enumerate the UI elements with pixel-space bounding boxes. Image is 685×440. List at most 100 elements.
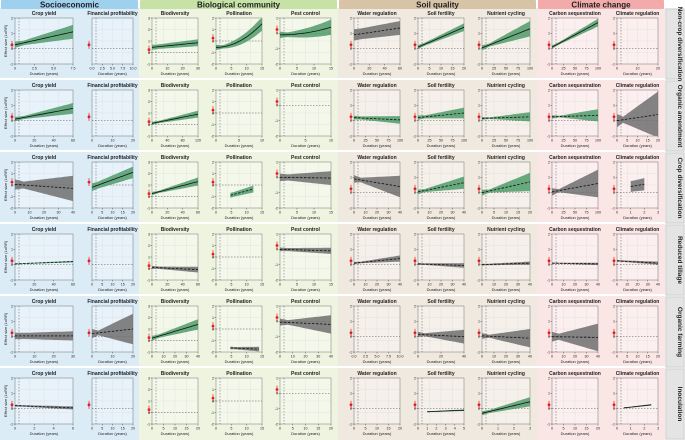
y-tick-label: 1 bbox=[478, 32, 480, 36]
panel-title: Pest control bbox=[291, 299, 321, 305]
y-tick-label: 2 bbox=[548, 160, 550, 164]
x-tick-label: 0 bbox=[151, 139, 153, 143]
x-tick-label: 40 bbox=[462, 355, 466, 359]
trend-line bbox=[481, 335, 531, 339]
y-tick-label: 2 bbox=[350, 16, 352, 20]
y-tick-label: 2 bbox=[478, 160, 480, 164]
x-tick-label: 10 bbox=[636, 355, 640, 359]
y-tick-label: 0 bbox=[350, 263, 352, 267]
trend-line bbox=[151, 181, 199, 194]
x-tick-label: 0 bbox=[417, 67, 419, 71]
x-axis-label: Duration (years) bbox=[427, 143, 456, 148]
row-label: Organic farming bbox=[676, 307, 683, 357]
y-tick-label: 1 bbox=[276, 376, 278, 380]
y-tick-label: 0 bbox=[613, 335, 615, 339]
x-tick-label: 75 bbox=[585, 67, 589, 71]
x-axis-label: Duration (years) bbox=[291, 71, 320, 76]
y-tick-label: 0 bbox=[148, 411, 150, 415]
point-estimate bbox=[349, 331, 353, 335]
y-tick-label: -1 bbox=[477, 206, 480, 210]
x-tick-label: 5 bbox=[626, 139, 628, 143]
panel-title: Financial profitability bbox=[87, 227, 138, 233]
x-axis-label: Duration (years) bbox=[492, 143, 521, 148]
y-tick-label: 0 bbox=[478, 47, 480, 51]
point-estimate bbox=[275, 172, 279, 175]
panel-title: Soil fertility bbox=[427, 371, 454, 377]
point-estimate bbox=[349, 115, 353, 119]
y-tick-label: 2 bbox=[148, 388, 150, 392]
x-tick-label: 15 bbox=[121, 283, 125, 287]
x-tick-label: 20 bbox=[181, 67, 185, 71]
confidence-band bbox=[280, 19, 331, 39]
point-estimate bbox=[612, 403, 616, 407]
panel-title: Crop yield bbox=[32, 227, 56, 233]
confidence-band bbox=[552, 169, 598, 198]
x-axis-label: Duration (years) bbox=[225, 431, 254, 436]
x-tick-label: 0 bbox=[353, 211, 355, 215]
x-tick-label: 10 bbox=[636, 67, 640, 71]
x-tick-label: 0 bbox=[151, 283, 153, 287]
y-tick-label: 0 bbox=[548, 263, 550, 267]
point-estimate bbox=[349, 259, 353, 263]
x-axis-label: Duration (years) bbox=[561, 287, 590, 292]
y-tick-label: -1 bbox=[413, 278, 416, 282]
x-tick-label: 40 bbox=[462, 283, 466, 287]
panel: Financial profitability 0 10 20 Duration (ye… bbox=[87, 299, 138, 364]
x-tick-label: 15 bbox=[329, 211, 333, 215]
x-axis-label: Duration (years) bbox=[30, 143, 59, 148]
x-axis-label: Duration (years) bbox=[623, 143, 652, 148]
y-tick-label: -1 bbox=[147, 350, 150, 354]
x-tick-label: 0 bbox=[279, 67, 281, 71]
trend-line bbox=[481, 181, 531, 194]
y-tick-label: -1 bbox=[547, 62, 550, 66]
trend-line bbox=[151, 42, 199, 48]
x-tick-label: 20 bbox=[596, 427, 600, 431]
x-tick-label: 15 bbox=[646, 355, 650, 359]
x-tick-label: 10 bbox=[111, 355, 115, 359]
x-tick-label: 2.5 bbox=[100, 67, 105, 71]
y-tick-label: -1 bbox=[477, 350, 480, 354]
x-tick-label: 5 bbox=[493, 211, 495, 215]
x-tick-label: 40 bbox=[462, 211, 466, 215]
x-axis-label: Duration (years) bbox=[561, 431, 590, 436]
trend-line bbox=[552, 336, 598, 338]
x-tick-label: 75 bbox=[451, 139, 455, 143]
panel-title: Pollination bbox=[226, 371, 252, 377]
y-tick-label: 1 bbox=[414, 392, 416, 396]
y-tick-label: 1 bbox=[414, 320, 416, 324]
x-tick-label: 10 bbox=[28, 211, 32, 215]
point-estimate bbox=[477, 331, 481, 335]
x-tick-label: 0 bbox=[279, 211, 281, 215]
y-tick-label: 1 bbox=[212, 388, 214, 392]
x-tick-label: 0 bbox=[551, 67, 553, 71]
y-tick-label: 1 bbox=[276, 88, 278, 92]
x-tick-label: 0 bbox=[417, 283, 419, 287]
x-tick-label: 25 bbox=[428, 139, 432, 143]
panel: Financial profitability 0 10 20 Duration (ye… bbox=[87, 83, 138, 148]
confidence-band bbox=[92, 313, 133, 345]
y-tick-label: 0 bbox=[148, 267, 150, 271]
confidence-band bbox=[354, 255, 400, 265]
y-tick-label: 1 bbox=[11, 392, 13, 396]
x-tick-label: 15 bbox=[329, 283, 333, 287]
confidence-band bbox=[152, 265, 198, 273]
x-tick-label: 20 bbox=[304, 355, 308, 359]
y-tick-label: -2 bbox=[211, 422, 214, 426]
point-estimate bbox=[477, 187, 481, 191]
y-tick-label: 0 bbox=[414, 263, 416, 267]
point-estimate bbox=[87, 259, 91, 263]
y-tick-label: 2 bbox=[478, 232, 480, 236]
trend-line bbox=[417, 263, 464, 266]
confidence-band bbox=[552, 323, 598, 352]
x-axis-label: Duration (years) bbox=[161, 71, 190, 76]
point-estimate bbox=[10, 331, 14, 335]
y-tick-label: 0 bbox=[148, 123, 150, 127]
y-tick-label: -1 bbox=[413, 350, 416, 354]
x-axis-label: Duration (years) bbox=[623, 431, 652, 436]
x-tick-label: 50 bbox=[375, 139, 379, 143]
